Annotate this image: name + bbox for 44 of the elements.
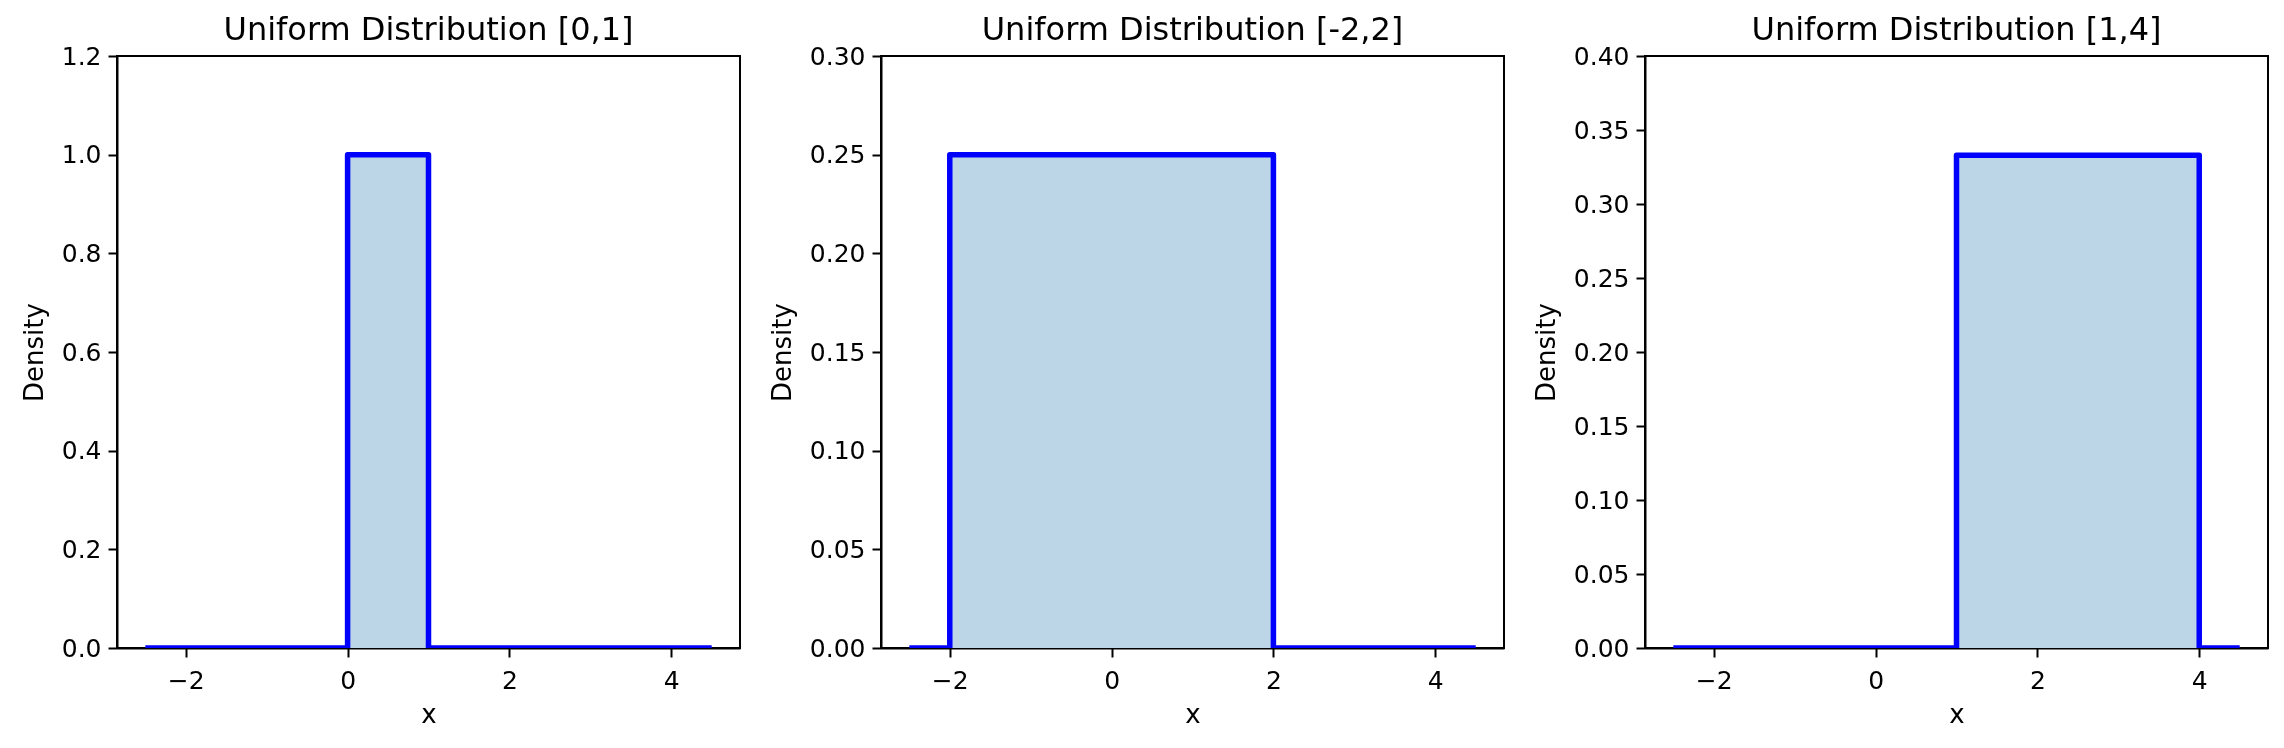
y-tick-label: 1.0 bbox=[61, 140, 102, 170]
y-tick-label: 0.40 bbox=[1573, 41, 1630, 71]
y-tick-label: 0.25 bbox=[809, 140, 866, 170]
x-tick-label: 0 bbox=[1104, 665, 1121, 695]
y-tick-label: 0.00 bbox=[1573, 633, 1630, 663]
x-axis-title: x bbox=[421, 698, 437, 729]
y-tick-label: 0.30 bbox=[1573, 189, 1630, 219]
x-tick-label: 2 bbox=[501, 665, 518, 695]
y-axis-title: Density bbox=[766, 303, 797, 402]
chart-title: Uniform Distribution [1,4] bbox=[1751, 10, 2162, 48]
chart-title: Uniform Distribution [-2,2] bbox=[981, 10, 1404, 48]
x-tick-label: 0 bbox=[1868, 665, 1885, 695]
y-tick-label: 0.10 bbox=[1573, 485, 1630, 515]
x-tick-label: −2 bbox=[931, 665, 969, 695]
y-axis-title: Density bbox=[1530, 303, 1561, 402]
y-tick-label: 0.0 bbox=[61, 633, 102, 663]
y-tick-label: 0.05 bbox=[809, 534, 866, 564]
x-tick-label: 4 bbox=[663, 665, 680, 695]
x-tick-label: −2 bbox=[167, 665, 205, 695]
x-tick-label: 4 bbox=[1427, 665, 1444, 695]
y-tick-label: 0.2 bbox=[61, 534, 102, 564]
y-tick-label: 0.20 bbox=[1573, 337, 1630, 367]
x-tick-label: 4 bbox=[2191, 665, 2208, 695]
x-axis-title: x bbox=[1949, 698, 1965, 729]
y-tick-label: 0.6 bbox=[61, 337, 102, 367]
x-tick-label: 0 bbox=[340, 665, 357, 695]
y-tick-label: 0.35 bbox=[1573, 115, 1630, 145]
y-tick-label: 0.4 bbox=[61, 436, 102, 466]
y-tick-label: 0.05 bbox=[1573, 559, 1630, 589]
y-tick-label: 0.15 bbox=[809, 337, 866, 367]
y-tick-label: 0.8 bbox=[61, 238, 102, 268]
x-tick-label: 2 bbox=[2029, 665, 2046, 695]
y-tick-label: 0.30 bbox=[809, 41, 866, 71]
y-axis-title: Density bbox=[18, 303, 49, 402]
y-tick-label: 0.10 bbox=[809, 436, 866, 466]
x-axis-title: x bbox=[1185, 698, 1201, 729]
y-tick-label: 1.2 bbox=[61, 41, 102, 71]
x-tick-label: 2 bbox=[1265, 665, 1282, 695]
y-tick-label: 0.25 bbox=[1573, 263, 1630, 293]
y-tick-label: 0.00 bbox=[809, 633, 866, 663]
y-tick-label: 0.20 bbox=[809, 238, 866, 268]
chart-title: Uniform Distribution [0,1] bbox=[223, 10, 634, 48]
x-tick-label: −2 bbox=[1695, 665, 1733, 695]
y-tick-label: 0.15 bbox=[1573, 411, 1630, 441]
